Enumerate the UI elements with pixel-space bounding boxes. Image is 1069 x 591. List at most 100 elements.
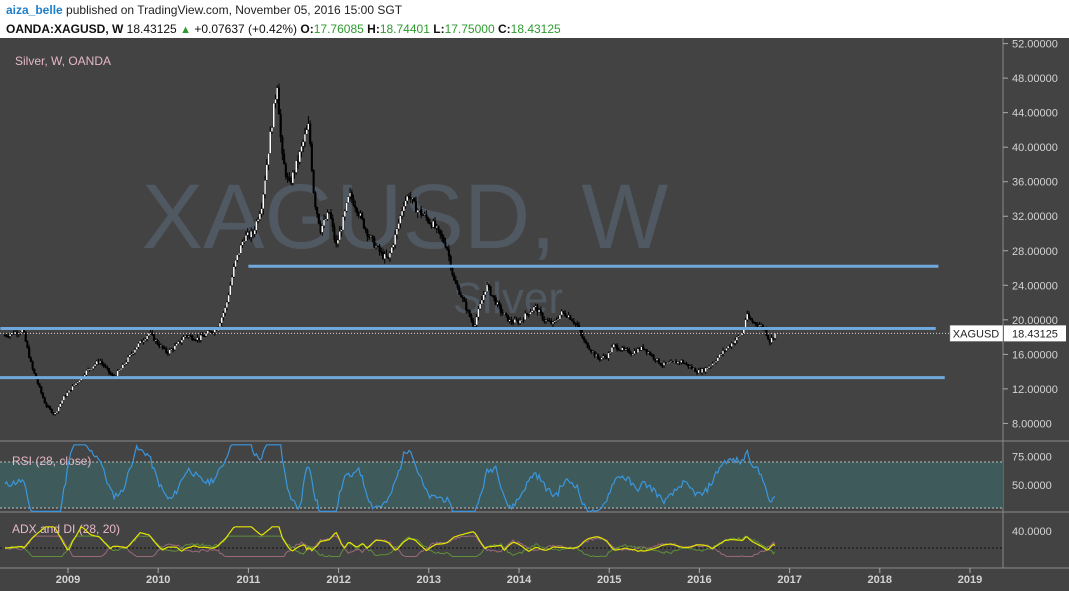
candle-body (688, 366, 692, 368)
candle-body (616, 345, 619, 350)
candle-body (574, 322, 577, 325)
candle-body (342, 216, 345, 231)
price-tick-label: 40.00000 (1012, 142, 1058, 154)
candle-body (71, 385, 74, 391)
candle-body (21, 329, 24, 333)
candle-body (708, 366, 711, 369)
candle-body (180, 339, 183, 343)
candle-body (366, 229, 369, 237)
rsi-axis-ticks: 75.0000 50.0000 (1012, 451, 1052, 492)
support-lines[interactable] (0, 264, 945, 380)
candle-body (170, 348, 173, 351)
open-value: 17.76085 (313, 22, 364, 36)
candle-body (177, 341, 180, 344)
candle-body (218, 322, 222, 328)
candle-body (243, 241, 246, 243)
candle-body (220, 317, 223, 324)
candle-body (151, 332, 154, 335)
candle-body (109, 372, 112, 375)
candle-body (671, 361, 674, 363)
candle-body (581, 332, 584, 339)
candle-body (264, 180, 267, 195)
candle-body (749, 317, 752, 321)
candle-body (139, 340, 142, 344)
candle-body (199, 334, 202, 341)
adx-pane[interactable]: ADX and DI (28, 20) 40.0000 (0, 522, 1052, 558)
candle-body (640, 346, 643, 351)
price-tick-label: 32.00000 (1012, 211, 1058, 223)
candle-body (713, 362, 716, 364)
price-tick-label: 28.00000 (1012, 246, 1058, 258)
candle-body (55, 411, 58, 414)
candle-body (347, 196, 350, 203)
candle-body (597, 354, 600, 359)
candle-body (338, 231, 341, 241)
candle-body (545, 319, 548, 322)
candle-body (172, 348, 175, 351)
candle-body (506, 314, 509, 322)
candle-body (87, 368, 90, 371)
candle-body (718, 354, 721, 358)
candle-body (737, 335, 740, 338)
candle-body (465, 301, 468, 311)
candle-body (328, 212, 331, 214)
price-tick-label: 24.00000 (1012, 280, 1058, 292)
candle-body (241, 241, 244, 246)
candle-body (222, 312, 225, 318)
candle-body (512, 322, 515, 324)
time-tick-label: 2013 (417, 574, 441, 586)
price-tick-label: 48.00000 (1012, 73, 1058, 85)
candle-body (746, 313, 749, 320)
candle-body (768, 338, 771, 343)
candle-body (194, 339, 197, 342)
rsi-title: RSI (28, close) (12, 454, 91, 468)
candle-body (90, 368, 93, 370)
candle-body (614, 344, 617, 346)
candle-body (9, 334, 12, 337)
candle-body (102, 363, 105, 367)
candle-body (26, 341, 29, 348)
candle-body (541, 312, 544, 320)
price-tick-label: 16.00000 (1012, 349, 1058, 361)
publish-info: aiza_belle published on TradingView.com,… (6, 3, 402, 17)
candle-body (208, 330, 211, 332)
rsi-pane[interactable]: RSI (28, close) 75.0000 50.0000 (0, 444, 1052, 513)
candle-body (442, 237, 445, 243)
candle-body (305, 129, 308, 135)
candle-body (647, 351, 650, 354)
candle-body (237, 253, 241, 256)
candle-body (361, 213, 364, 219)
candle-body (369, 235, 372, 237)
price-tick-label: 36.00000 (1012, 177, 1058, 189)
candle-body (572, 320, 575, 324)
candle-body (159, 345, 163, 347)
candle-body (433, 221, 437, 228)
candle-body (192, 339, 195, 341)
chart-svg[interactable]: XAGUSD, W Silver Silver, W, OANDA 52.000… (0, 38, 1069, 591)
candle-body (128, 354, 131, 358)
candle-body (496, 302, 499, 305)
candle-body (97, 360, 100, 363)
candle-body (182, 336, 185, 341)
candle-body (513, 319, 516, 323)
candle-body (583, 337, 586, 341)
candle-body (147, 333, 150, 336)
candle-body (354, 205, 357, 209)
candle-body (741, 333, 744, 336)
candle-body (88, 368, 91, 371)
time-tick-label: 2014 (507, 574, 532, 586)
low-value: 17.75000 (444, 22, 495, 36)
candle-body (15, 331, 19, 335)
candle-body (350, 192, 353, 200)
main-price-pane[interactable]: XAGUSD, W Silver Silver, W, OANDA 52.000… (0, 38, 1069, 569)
candle-body (470, 316, 473, 321)
candle-body (118, 369, 121, 371)
candle-body (166, 352, 169, 354)
candle-body (420, 209, 423, 216)
author-link[interactable]: aiza_belle (6, 3, 63, 17)
high-label: H: (367, 22, 380, 36)
candle-body (662, 362, 666, 366)
candle-body (302, 141, 305, 147)
candle-body (609, 352, 612, 354)
candle-body (553, 320, 556, 323)
